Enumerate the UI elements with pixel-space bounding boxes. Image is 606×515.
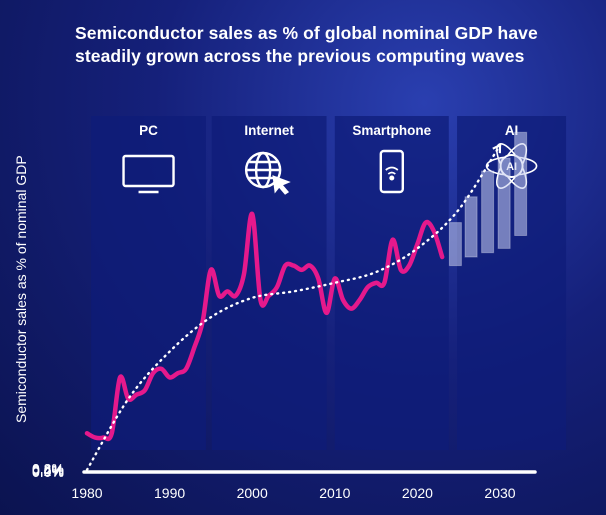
cursor-arrow — [272, 175, 291, 195]
smartphone-wifi-icon — [379, 149, 404, 194]
wifi-arc — [385, 166, 399, 171]
chart-title: Semiconductor sales as % of global nomin… — [75, 23, 538, 66]
era-label-pc: PC — [139, 123, 158, 138]
monitor-screen — [122, 154, 175, 188]
ai-core-label: AI — [506, 161, 517, 173]
globe-cursor-icon — [244, 151, 291, 195]
x-tick-label: 2010 — [319, 485, 350, 501]
phone-body — [379, 149, 404, 194]
series-line-sales — [84, 211, 445, 442]
x-tick-label: 1990 — [154, 485, 185, 501]
projection-bar — [514, 131, 528, 236]
y-tick-label: 0.0% — [32, 464, 64, 480]
y-tick-label: 0.8% — [32, 461, 64, 477]
x-tick-label: 2000 — [237, 485, 268, 501]
trend-arrowhead — [492, 143, 502, 154]
era-panel-pc — [91, 116, 206, 450]
y-tick-label: 0.2% — [32, 463, 64, 479]
x-tick-label: 1980 — [71, 485, 102, 501]
wifi-dot — [389, 175, 395, 181]
projection-bar — [464, 196, 478, 258]
era-panel-smartphone — [334, 116, 449, 450]
era-label-smartphone: Smartphone — [352, 123, 431, 138]
wifi-arc — [387, 171, 396, 175]
y-tick-label: 0.6% — [32, 461, 64, 477]
projection-bar — [481, 170, 495, 254]
era-label-internet: Internet — [244, 123, 294, 138]
monitor-icon — [122, 154, 175, 194]
projection-bar — [497, 157, 511, 249]
series-line-trend — [85, 144, 502, 472]
x-tick-label: 2030 — [484, 485, 515, 501]
x-tick-label: 2020 — [402, 485, 433, 501]
y-tick-label: 0.4% — [32, 462, 64, 478]
projection-bar — [448, 222, 462, 267]
